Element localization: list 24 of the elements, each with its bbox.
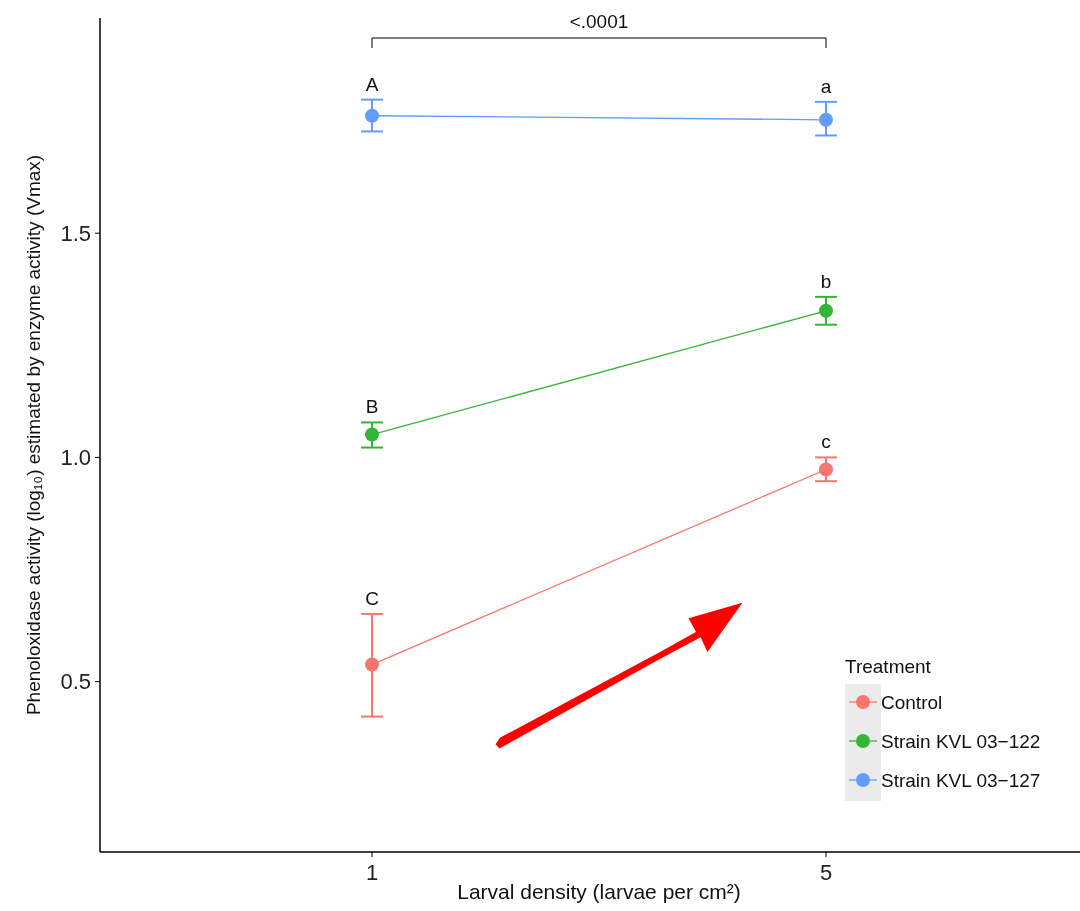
point bbox=[365, 657, 379, 672]
legend-title: Treatment bbox=[845, 656, 932, 677]
annotation: a bbox=[820, 75, 832, 97]
point bbox=[365, 427, 379, 442]
annotation: B bbox=[365, 396, 379, 418]
annotation: b bbox=[820, 270, 832, 292]
legend-label: Control bbox=[881, 691, 943, 713]
y-tick-label: 0.5 bbox=[60, 669, 91, 695]
x-tick-label: 1 bbox=[365, 860, 379, 885]
point bbox=[819, 303, 833, 318]
legend-label: Strain KVL 03−127 bbox=[881, 769, 1041, 791]
point bbox=[819, 462, 833, 477]
y-tick-label: 1.0 bbox=[60, 445, 91, 471]
point bbox=[819, 112, 833, 127]
annotation: C bbox=[365, 587, 379, 609]
annotation: A bbox=[365, 73, 379, 95]
point bbox=[365, 108, 379, 123]
annotation: <.0001 bbox=[569, 11, 629, 32]
y-axis-title: Phenoloxidase activity (log₁₀) estimated by enzyme activity (Vmax) bbox=[23, 154, 44, 716]
annotation: c bbox=[821, 431, 831, 453]
legend-label: Strain KVL 03−122 bbox=[881, 730, 1041, 752]
y-tick-label: 1.5 bbox=[60, 220, 91, 246]
x-tick-label: 5 bbox=[819, 860, 833, 885]
x-axis-title: Larval density (larvae per cm²) bbox=[457, 880, 741, 903]
